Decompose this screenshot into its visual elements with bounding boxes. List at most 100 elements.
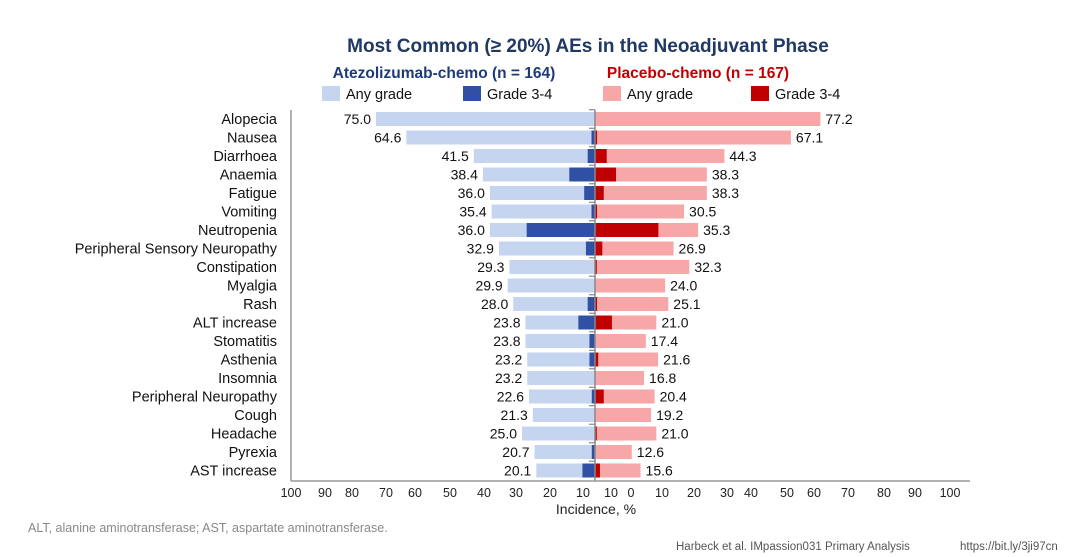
x-tick-label: 50 [780,486,794,500]
data-label-placebo: 77.2 [825,111,852,127]
legend-swatch-placebo-any [603,86,621,101]
data-label-placebo: 30.5 [689,204,716,220]
bar-atezo-any-grade [406,130,595,145]
bar-atezo-any-grade [525,334,595,348]
bar-placebo-any-grade [595,241,674,256]
source-citation: Harbeck et al. IMpassion031 Primary Anal… [676,541,910,553]
data-label-atezo: 38.4 [451,167,478,183]
x-tick-label: 40 [477,486,491,500]
bar-placebo-any-grade [595,445,632,459]
chart-title: Most Common (≥ 20%) AEs in the Neoadjuva… [347,36,829,57]
data-label-atezo: 75.0 [344,111,371,127]
bar-atezo-any-grade [491,204,595,219]
category-label-stomatitis: Stomatitis [213,334,277,350]
bar-placebo-grade-3-4 [595,352,599,367]
x-tick-label: 70 [841,486,855,500]
x-axis-label: Incidence, % [556,501,636,517]
x-tick-label: 0 [628,486,635,500]
group-label-left: Atezolizumab-chemo (n = 164) [333,65,556,82]
data-label-atezo: 28.0 [481,296,508,312]
category-label-peripheral-sensory-neuropathy: Peripheral Sensory Neuropathy [75,242,278,258]
data-label-atezo: 20.7 [502,444,529,460]
bar-atezo-any-grade [507,278,595,293]
data-label-atezo: 29.9 [475,278,502,294]
data-label-atezo: 64.6 [374,130,401,146]
data-label-placebo: 32.3 [694,259,721,275]
data-label-placebo: 16.8 [649,370,676,386]
legend-swatch-atezo-any [322,86,340,101]
category-label-ast-increase: AST increase [190,464,277,480]
category-label-diarrhoea: Diarrhoea [213,149,278,165]
category-label-myalgia: Myalgia [227,279,278,295]
x-tick-label: 100 [281,486,302,500]
bar-placebo-grade-3-4 [595,463,600,478]
bar-placebo-grade-3-4 [595,389,604,404]
x-tick-label: 10 [576,486,590,500]
legend-label-atezo-any: Any grade [346,87,412,103]
bar-atezo-grade-3-4 [569,167,595,182]
x-tick-label: 80 [345,486,359,500]
category-label-pyrexia: Pyrexia [229,445,278,461]
data-label-placebo: 21.6 [663,352,690,368]
bar-placebo-grade-3-4 [595,426,597,441]
data-label-placebo: 25.1 [673,296,700,312]
x-tick-label: 10 [604,486,618,500]
x-tick-label: 60 [807,486,821,500]
bar-placebo-grade-3-4 [595,297,598,311]
x-tick-label: 30 [509,486,523,500]
x-tick-label: 20 [687,486,701,500]
data-label-atezo: 20.1 [504,463,531,479]
bar-placebo-any-grade [595,278,666,293]
bar-atezo-grade-3-4 [589,352,595,367]
category-label-peripheral-neuropathy: Peripheral Neuropathy [132,390,278,406]
x-tick-label: 10 [655,486,669,500]
bar-placebo-grade-3-4 [595,315,612,330]
category-label-insomnia: Insomnia [218,371,278,387]
data-label-atezo: 23.2 [495,352,522,368]
bar-placebo-any-grade [595,149,725,163]
bar-placebo-any-grade [595,112,821,126]
category-label-alopecia: Alopecia [221,112,278,128]
legend-label-placebo-any: Any grade [627,87,693,103]
bar-atezo-grade-3-4 [526,223,595,237]
data-label-atezo: 23.8 [493,333,520,349]
bar-placebo-any-grade [595,408,652,422]
data-label-placebo: 24.0 [670,278,697,294]
bar-placebo-any-grade [595,130,791,145]
bar-placebo-grade-3-4 [595,260,597,274]
bar-atezo-any-grade [529,389,595,404]
data-label-placebo: 26.9 [679,241,706,257]
bar-atezo-any-grade [498,241,595,256]
bar-placebo-grade-3-4 [595,241,603,256]
data-label-placebo: 44.3 [729,148,756,164]
bar-placebo-any-grade [595,204,685,219]
bar-atezo-grade-3-4 [589,334,595,348]
bar-placebo-any-grade [595,260,690,274]
data-label-placebo: 19.2 [656,407,683,423]
bar-placebo-any-grade [595,463,641,478]
bar-atezo-grade-3-4 [591,389,595,404]
bar-atezo-any-grade [473,149,595,163]
x-tick-label: 30 [720,486,734,500]
bar-placebo-any-grade [595,426,657,441]
bar-atezo-any-grade [513,297,595,311]
bar-atezo-any-grade [536,463,595,478]
x-tick-label: 20 [543,486,557,500]
bar-placebo-grade-3-4 [595,167,617,182]
data-label-placebo: 12.6 [637,444,664,460]
data-label-atezo: 32.9 [467,241,494,257]
bar-atezo-grade-3-4 [587,297,595,311]
data-label-atezo: 35.4 [459,204,486,220]
legend-label-placebo-g34: Grade 3-4 [775,87,840,103]
bar-atezo-grade-3-4 [587,149,595,163]
data-label-placebo: 38.3 [712,185,739,201]
bar-placebo-grade-3-4 [595,204,598,219]
category-label-neutropenia: Neutropenia [198,223,278,239]
category-label-asthenia: Asthenia [221,353,278,369]
bar-atezo-any-grade [532,408,595,422]
bar-atezo-any-grade [527,352,595,367]
bar-atezo-grade-3-4 [591,445,595,459]
bar-placebo-grade-3-4 [595,186,604,200]
data-label-placebo: 15.6 [646,463,673,479]
